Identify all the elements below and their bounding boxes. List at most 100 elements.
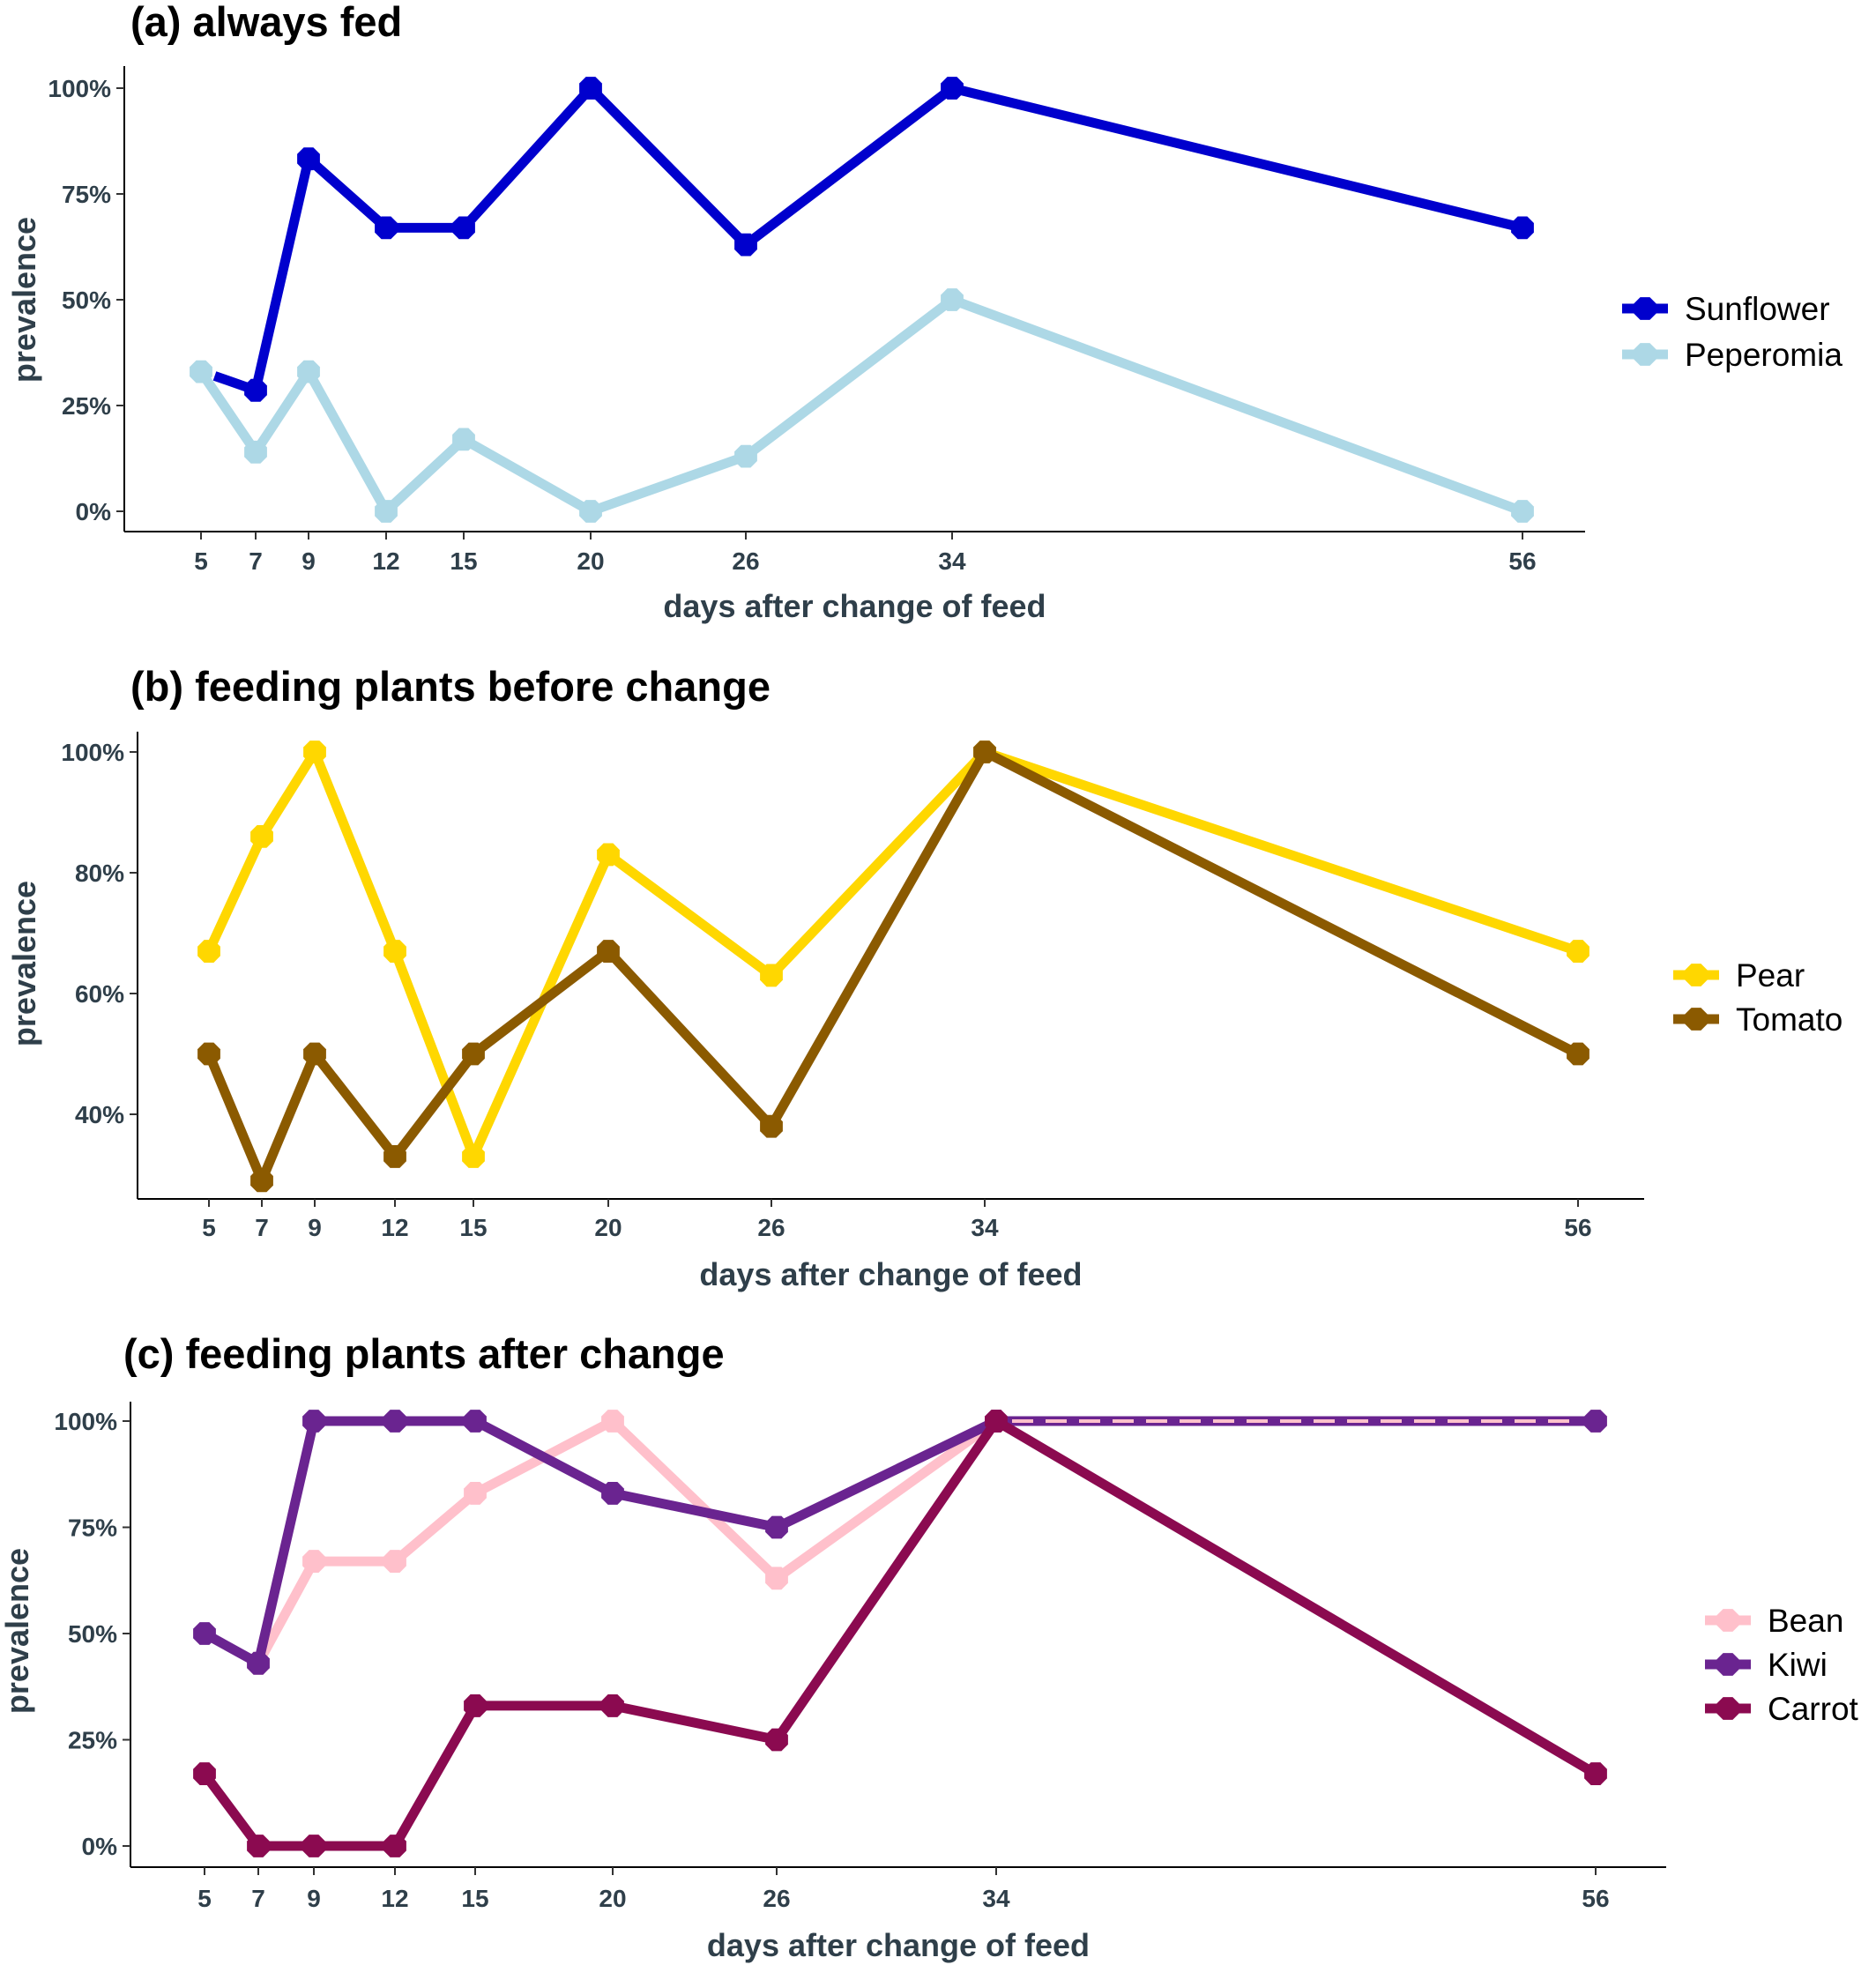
data-point — [601, 1482, 624, 1505]
x-tick-label: 26 — [763, 1885, 790, 1912]
data-point — [985, 1410, 1008, 1433]
data-point — [303, 1042, 326, 1066]
x-axis-title: days after change of feed — [663, 588, 1046, 624]
x-tick-label: 15 — [461, 1885, 488, 1912]
x-tick-label: 7 — [249, 547, 263, 575]
data-point — [734, 233, 757, 257]
panel-3: (c) feeding plants after change 0% 25% 50% 7… — [0, 1330, 1859, 1963]
x-tick-label: 34 — [938, 547, 966, 575]
data-point — [297, 360, 320, 383]
x-tick-label: 7 — [251, 1885, 265, 1912]
data-point — [452, 216, 475, 240]
data-point — [244, 378, 267, 402]
x-tick-label: 20 — [577, 547, 604, 575]
x-tick-label: 56 — [1564, 1214, 1591, 1241]
y-tick-label: 100% — [61, 739, 124, 766]
data-point — [941, 288, 964, 311]
x-tick-label: 26 — [757, 1214, 785, 1241]
y-tick-label: 75% — [62, 181, 111, 208]
data-point — [383, 1410, 406, 1433]
legend-label: Kiwi — [1768, 1647, 1828, 1683]
y-axis-title: prevalence — [6, 881, 42, 1046]
data-point — [765, 1728, 788, 1752]
x-tick-label: 20 — [599, 1885, 626, 1912]
x-tick-label: 12 — [381, 1214, 408, 1241]
legend: Pear Tomato — [1673, 957, 1842, 1038]
data-point — [302, 1835, 325, 1857]
series-sunflower — [212, 77, 1534, 402]
data-point — [302, 1410, 325, 1433]
y-tick-label: 50% — [68, 1620, 117, 1648]
data-point — [244, 440, 267, 464]
x-tick-label: 9 — [302, 547, 316, 575]
data-point — [247, 1835, 270, 1857]
data-point — [464, 1410, 487, 1433]
data-point — [464, 1694, 487, 1717]
y-tick-label: 80% — [75, 860, 124, 887]
x-axis-title: days after change of feed — [699, 1256, 1082, 1292]
panel-title: (a) always fed — [130, 0, 402, 45]
data-point — [375, 216, 398, 240]
y-tick-label: 25% — [68, 1727, 117, 1754]
x-tick-label: 20 — [594, 1214, 622, 1241]
data-point — [247, 1651, 270, 1675]
panel-title: (b) feeding plants before change — [130, 663, 770, 710]
legend-key-marker — [1685, 964, 1708, 986]
data-point — [250, 825, 273, 848]
data-point — [760, 1114, 783, 1138]
x-tick-label: 9 — [308, 1214, 322, 1241]
panel-2: (b) feeding plants before change 40% 60% 80… — [6, 663, 1842, 1292]
data-point — [462, 1042, 485, 1066]
data-point — [464, 1482, 487, 1505]
panel-title: (c) feeding plants after change — [123, 1330, 725, 1377]
legend-label: Bean — [1768, 1603, 1843, 1639]
x-tick-label: 56 — [1582, 1885, 1609, 1912]
data-point — [1511, 500, 1534, 523]
series-tomato — [197, 741, 1589, 1193]
data-point — [197, 1042, 220, 1066]
data-point — [765, 1567, 788, 1590]
legend-key-marker — [1685, 1008, 1708, 1031]
y-axis-title: prevalence — [0, 1548, 35, 1714]
data-point — [197, 940, 220, 963]
y-tick-label: 0% — [76, 498, 112, 525]
y-tick-label: 25% — [62, 392, 111, 420]
data-point — [765, 1515, 788, 1539]
legend-key-marker — [1634, 343, 1656, 366]
legend-label: Carrot — [1768, 1691, 1859, 1727]
x-tick-label: 5 — [197, 1885, 212, 1912]
x-tick-label: 5 — [194, 547, 208, 575]
x-tick-label: 34 — [982, 1885, 1010, 1912]
x-tick-label: 26 — [732, 547, 759, 575]
series-peperomia — [190, 288, 1534, 523]
data-point — [193, 1762, 216, 1785]
x-tick-label: 15 — [459, 1214, 487, 1241]
series-line — [212, 83, 1524, 396]
x-axis-title: days after change of feed — [707, 1927, 1090, 1963]
x-tick-label: 7 — [255, 1214, 269, 1241]
legend-label: Tomato — [1736, 1001, 1842, 1038]
data-point — [579, 77, 602, 100]
y-tick-label: 100% — [54, 1408, 117, 1435]
x-tick-label: 56 — [1508, 547, 1536, 575]
y-axis-title: prevalence — [6, 217, 42, 383]
y-tick-label: 75% — [68, 1515, 117, 1542]
data-point — [579, 500, 602, 523]
data-point — [1584, 1410, 1607, 1433]
data-point — [1567, 1042, 1589, 1066]
data-point — [973, 741, 996, 763]
y-tick-label: 100% — [48, 75, 111, 102]
data-point — [1567, 940, 1589, 963]
series-carrot — [193, 1410, 1607, 1857]
x-tick-label: 9 — [307, 1885, 321, 1912]
data-point — [383, 1145, 406, 1168]
legend-key-marker — [1716, 1653, 1739, 1676]
data-point — [250, 1169, 273, 1193]
data-point — [375, 500, 398, 523]
data-point — [383, 940, 406, 963]
x-tick-label: 5 — [202, 1214, 216, 1241]
data-point — [383, 1835, 406, 1857]
data-point — [193, 1622, 216, 1645]
data-point — [452, 428, 475, 451]
